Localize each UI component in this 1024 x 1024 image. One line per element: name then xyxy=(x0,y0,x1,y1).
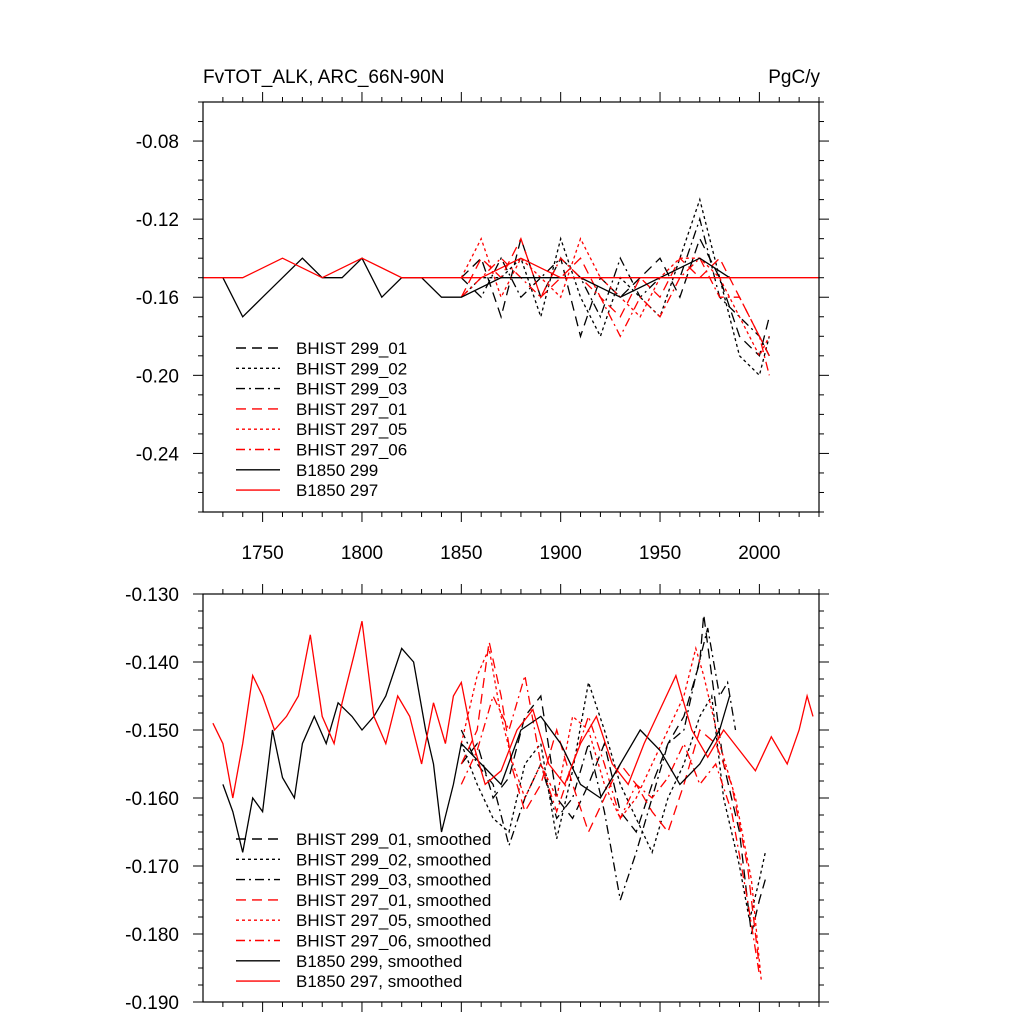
bottom-ytick-label: -0.180 xyxy=(125,925,179,946)
bottom-series-line-0 xyxy=(460,614,766,935)
bottom-ytick-label: -0.150 xyxy=(125,721,179,742)
top-ytick-label: -0.08 xyxy=(136,132,179,153)
bottom-series-line-2 xyxy=(460,627,737,901)
bottom-legend-label: BHIST 299_01, smoothed xyxy=(296,830,491,849)
top-series-line-3 xyxy=(460,237,770,357)
bottom-series-line-6 xyxy=(222,647,731,853)
top-legend-label: B1850 299 xyxy=(296,461,378,480)
bottom-legend-label: B1850 297, smoothed xyxy=(296,972,462,991)
bottom-series-line-3 xyxy=(460,641,761,969)
top-ytick-label: -0.20 xyxy=(136,366,179,387)
top-xtick-label: 1800 xyxy=(341,543,383,564)
bottom-legend-label: B1850 299, smoothed xyxy=(296,952,462,971)
top-legend-label: BHIST 297_05 xyxy=(296,420,407,439)
top-ytick-label: -0.24 xyxy=(136,444,180,465)
bottom-ytick-label: -0.130 xyxy=(125,585,179,606)
bottom-legend-label: BHIST 299_03, smoothed xyxy=(296,871,491,890)
chart-title: FvTOT_ALK, ARC_66N-90N xyxy=(203,67,444,88)
top-legend-label: BHIST 297_01 xyxy=(296,400,407,419)
top-ticks: 1750 1800 1850 1900 1950 2000 -0.24 -0.20 -0.16 -… xyxy=(136,92,829,564)
top-legend-label: BHIST 299_01 xyxy=(296,339,407,358)
top-ytick-label: -0.16 xyxy=(136,288,179,309)
bottom-series-line-7 xyxy=(212,621,814,799)
bottom-ytick-label: -0.170 xyxy=(125,857,179,878)
top-legend-label: BHIST 299_03 xyxy=(296,380,407,399)
bottom-ticks: -0.190 -0.180 -0.170 -0.160 -0.150 -0.140 -0.1… xyxy=(125,584,829,1014)
top-series-line-2 xyxy=(460,216,770,357)
top-series-group xyxy=(203,197,819,377)
bottom-legend-label: BHIST 297_06, smoothed xyxy=(296,932,491,951)
bottom-panel: -0.190 -0.180 -0.170 -0.160 -0.150 -0.140 -0.1… xyxy=(125,584,829,1014)
top-plot-frame xyxy=(202,101,820,513)
top-panel: 1750 1800 1850 1900 1950 2000 -0.24 -0.20 -0.16 -… xyxy=(136,92,829,564)
top-xtick-label: 2000 xyxy=(738,543,780,564)
units-label: PgC/y xyxy=(768,67,820,88)
top-legend-label: BHIST 299_02 xyxy=(296,359,407,378)
top-ytick-label: -0.12 xyxy=(136,210,179,231)
bottom-ytick-label: -0.160 xyxy=(125,789,179,810)
top-series-line-7 xyxy=(203,257,819,279)
bottom-ytick-label: -0.140 xyxy=(125,653,179,674)
bottom-legend-label: BHIST 297_01, smoothed xyxy=(296,891,491,910)
top-series-line-5 xyxy=(460,257,770,376)
bottom-series-line-4 xyxy=(460,645,763,982)
bottom-series-line-5 xyxy=(460,675,761,975)
bottom-series-line-1 xyxy=(460,682,766,921)
top-xtick-label: 1950 xyxy=(639,543,681,564)
top-legend-label: B1850 297 xyxy=(296,481,378,500)
top-legend-label: BHIST 297_06 xyxy=(296,441,407,460)
top-xtick-label: 1900 xyxy=(540,543,582,564)
bottom-ytick-label: -0.190 xyxy=(125,993,179,1014)
bottom-legend-label: BHIST 299_02, smoothed xyxy=(296,850,491,869)
top-xtick-label: 1850 xyxy=(440,543,482,564)
top-xtick-label: 1750 xyxy=(241,543,283,564)
bottom-legend-label: BHIST 297_05, smoothed xyxy=(296,911,491,930)
bottom-series-group xyxy=(212,614,814,982)
